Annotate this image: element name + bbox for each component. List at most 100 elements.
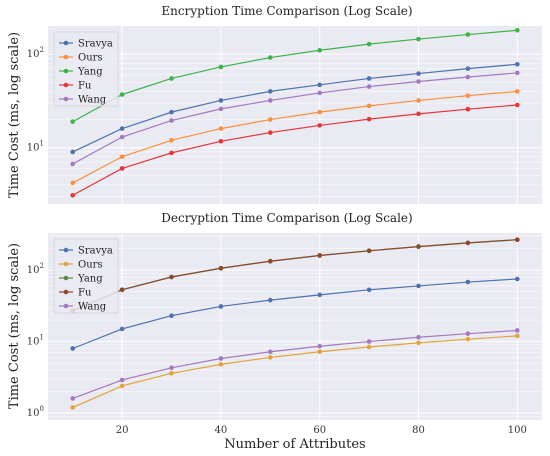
encryption-legend-sravya-label: Sravya [78,39,113,50]
decryption-series-sravya-line [72,278,518,350]
encryption-series-fu-line [72,104,518,196]
encryption-series-yang-point [366,41,372,47]
decryption-series-sravya-point [416,283,421,289]
decryption-legend-wang-marker [63,303,69,309]
decryption-series-fu-line [72,239,518,312]
decryption-series-sravya-point [119,326,125,332]
encryption-series-yang-point [169,76,174,81]
encryption-series-yang-point [70,119,75,124]
encryption-series-sravya-point [218,98,224,103]
encryption-series-ours-point [169,137,174,143]
encryption-series-fu-point [416,111,421,117]
decryption-series-ours-point [317,349,323,355]
decryption-series-fu-point [218,265,224,271]
encryption-series-sravya-point [70,149,75,155]
encryption-chart-title: Encryption Time Comparison (Log Scale) [161,4,412,18]
encryption-series-ours-point [465,93,471,98]
encryption-series-yang-point [119,92,125,97]
decryption-series-wang-point [268,349,273,355]
decryption-legend-ours-marker [63,261,69,267]
encryption-series-wang-line [72,72,518,165]
encryption-legend-yang-marker [63,68,69,74]
encryption-series-fu-point [218,139,224,144]
decryption-series-wang-line [72,329,518,400]
encryption-legend-ours-label: Ours [78,53,103,64]
decryption-legend: Sravya Ours Yang Fu Wang [53,238,119,314]
encryption-series-sravya-point [317,82,323,88]
encryption-series-ours-point [119,154,125,160]
decryption-series-sravya-point [169,313,174,319]
decryption-legend-ours-label: Ours [78,260,103,271]
encryption-series-yang-point [465,32,471,37]
decryption-x-tick-label: 60 [313,425,326,436]
decryption-series-wang-point [218,356,224,361]
encryption-series-wang-point [268,98,273,103]
encryption-legend-ours-marker [63,54,69,60]
decryption-y-axis-label: Time Cost (ms, log scale) [7,243,22,409]
decryption-series-ours-point [169,370,174,376]
decryption-legend-yang-marker [63,275,69,281]
encryption-series-ours-point [366,103,372,109]
decryption-series-sravya-point [465,279,471,285]
encryption-series-ours-point [515,89,520,94]
decryption-series-sravya-point [317,292,323,298]
decryption-series-sravya-point [515,276,520,282]
encryption-series-fu-point [268,130,273,135]
decryption-series-sravya-point [366,287,372,293]
decryption-series-wang-point [416,334,421,340]
decryption-series-fu-point [268,258,273,264]
encryption-series-yang-point [268,55,273,60]
decryption-series-fu-point [465,240,471,246]
encryption-series-fu-point [119,166,125,171]
decryption-series-fu-point [169,274,174,280]
decryption-series-fu-point [119,287,125,293]
encryption-series-ours-point [416,98,421,103]
encryption-series-wang-point [317,90,323,96]
encryption-series-fu-point [169,150,174,156]
decryption-legend-sravya-label: Sravya [78,246,113,257]
encryption-legend-wang-label: Wang [78,95,107,106]
decryption-series-wang-point [70,396,75,401]
encryption-series-fu-point [515,102,520,108]
encryption-legend-yang-label: Yang [77,67,103,78]
decryption-series-ours-point [218,362,224,367]
decryption-series-sravya-point [268,297,273,303]
encryption-series-wang-point [515,70,520,76]
decryption-x-tick-label: 20 [116,425,129,436]
encryption-series-fu-point [366,116,372,122]
encryption-series-wang-point [416,79,421,84]
decryption-legend-sravya-marker [63,247,69,253]
encryption-series-sravya-point [416,71,421,76]
encryption-series-sravya-point [119,126,125,131]
decryption-x-tick-label: 100 [508,425,527,436]
encryption-series-sravya-point [465,66,471,71]
encryption-legend: Sravya Ours Yang Fu Wang [53,31,119,107]
encryption-series-ours-point [268,117,273,122]
encryption-series-ours-point [218,126,224,131]
decryption-legend-fu-marker [63,289,69,295]
encryption-series-yang-point [416,36,421,42]
decryption-series-wang-point [317,343,323,349]
encryption-y-axis-label: Time Cost (ms, log scale) [7,32,22,198]
decryption-series-wang-point [515,328,520,333]
decryption-series-sravya-point [70,346,75,351]
encryption-series-fu-point [465,106,471,112]
decryption-legend-yang-label: Yang [77,274,103,285]
encryption-chart: Encryption Time Comparison (Log Scale) 1… [7,4,542,204]
encryption-legend-sravya-marker [63,40,69,46]
decryption-legend-box [53,238,119,314]
encryption-series-yang-point [218,64,224,70]
encryption-plot-area [48,26,542,204]
decryption-series-fu-point [317,253,323,258]
decryption-legend-wang-label: Wang [78,302,107,313]
encryption-series-sravya-point [169,109,174,115]
decryption-chart: Decryption Time Comparison (Log Scale) 1… [7,211,542,436]
decryption-series-sravya-point [218,304,224,309]
encryption-series-yang-point [515,27,520,33]
decryption-series-ours-point [465,336,471,342]
encryption-series-fu-point [317,123,323,128]
decryption-series-fu-point [515,237,520,242]
decryption-series-fu-point [366,248,372,254]
decryption-series-ours-point [70,405,75,410]
